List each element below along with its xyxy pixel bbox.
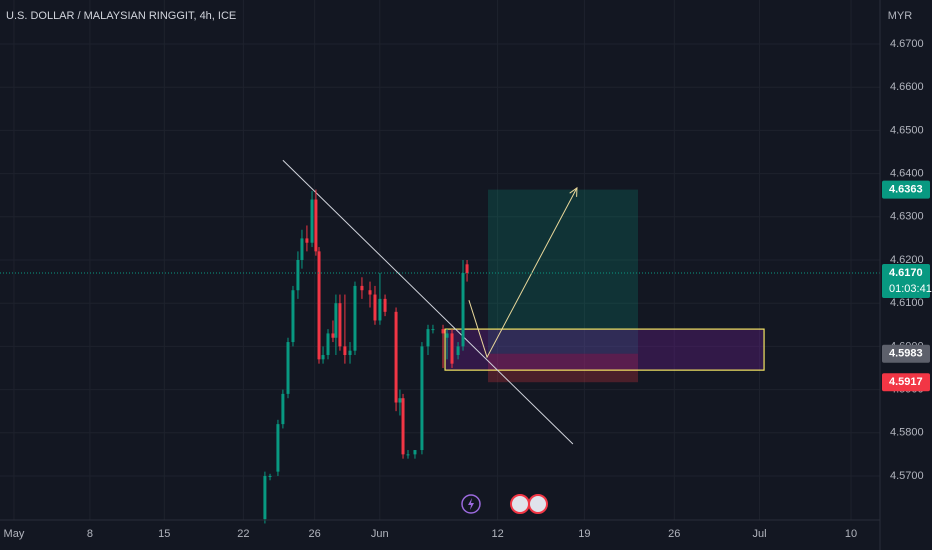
price-badge-label: 4.6170 [889, 267, 923, 279]
candle-body [406, 454, 410, 456]
candle-body [286, 342, 290, 394]
x-tick-label: 10 [845, 528, 857, 540]
candle-body [276, 424, 280, 472]
y-tick-label: 4.5700 [890, 470, 924, 482]
candle-body [296, 260, 300, 291]
price-badge-label: 4.6363 [889, 184, 923, 196]
projection [468, 187, 578, 359]
x-tick-label: 15 [158, 528, 170, 540]
candle-body [420, 346, 424, 451]
y-tick-label: 4.5800 [890, 427, 924, 439]
currency-label: MYR [888, 10, 913, 22]
price-badge [882, 373, 930, 392]
price-badge-label: 4.5917 [889, 376, 923, 388]
zone [444, 328, 765, 371]
y-tick-label: 4.6700 [890, 38, 924, 50]
candle-body [441, 329, 445, 334]
candle-body [413, 450, 417, 455]
price-badge-label: 4.5983 [889, 348, 923, 360]
countdown: 01:03:41 [889, 283, 932, 295]
candle-body [331, 333, 335, 338]
chart-title: U.S. DOLLAR / MALAYSIAN RINGGIT, 4h, ICE [6, 10, 236, 22]
y-tick-label: 4.6300 [890, 211, 924, 223]
candle-body [450, 333, 454, 364]
candle-body [461, 272, 465, 347]
candle-body [394, 311, 398, 403]
candle-body [368, 290, 372, 295]
price-badge [882, 263, 930, 298]
candle-body [305, 238, 309, 243]
event-icon [461, 494, 481, 514]
candle-body [426, 329, 430, 347]
candle-body [378, 298, 382, 321]
candle-body [326, 333, 330, 356]
candle-body [348, 350, 352, 356]
profit-zone [487, 189, 639, 354]
candle-body [401, 398, 405, 455]
candle-body [314, 199, 318, 252]
candle-body [281, 393, 285, 425]
x-tick-label: 22 [237, 528, 249, 540]
candle-body [300, 238, 304, 260]
price-badge [882, 344, 930, 363]
candle-body [398, 398, 402, 403]
event-icon[interactable] [528, 494, 548, 514]
candle-body [321, 355, 325, 360]
y-tick-label: 4.6600 [890, 81, 924, 93]
x-tick-label: 19 [578, 528, 590, 540]
candle-body [268, 475, 272, 477]
event-icons [461, 494, 548, 514]
candle-body [263, 475, 267, 520]
candle-body [310, 199, 314, 243]
x-tick-label: May [4, 528, 25, 540]
x-tick-label: Jun [371, 528, 389, 540]
trendline [282, 159, 574, 445]
x-tick-label: 12 [491, 528, 503, 540]
candles [263, 189, 469, 524]
candle-body [291, 290, 295, 343]
x-tick-label: 26 [309, 528, 321, 540]
event-icon[interactable] [510, 494, 530, 514]
x-tick-label: 8 [87, 528, 93, 540]
candle-body [465, 264, 469, 273]
candle-body [456, 346, 460, 356]
y-tick-label: 4.6500 [890, 124, 924, 136]
x-tick-label: 26 [668, 528, 680, 540]
candle-body [317, 251, 321, 360]
drawings [282, 159, 765, 445]
event-icon [468, 498, 474, 510]
y-tick-label: 4.6200 [890, 254, 924, 266]
candle-body [334, 303, 338, 338]
arrow-head [569, 186, 578, 197]
candle-body [353, 285, 357, 351]
candle-body [360, 285, 364, 291]
candle-body [431, 329, 435, 331]
y-tick-label: 4.6100 [890, 297, 924, 309]
candle-body [343, 346, 347, 356]
x-tick-label: Jul [753, 528, 767, 540]
candle-body [338, 303, 342, 347]
loss-zone [487, 353, 639, 383]
overlay [0, 186, 880, 359]
candle-body [383, 298, 387, 312]
price-badge [882, 180, 930, 199]
candle-body [373, 294, 377, 321]
grid [0, 0, 880, 520]
candle-body [445, 333, 449, 338]
y-tick-label: 4.6400 [890, 168, 924, 180]
